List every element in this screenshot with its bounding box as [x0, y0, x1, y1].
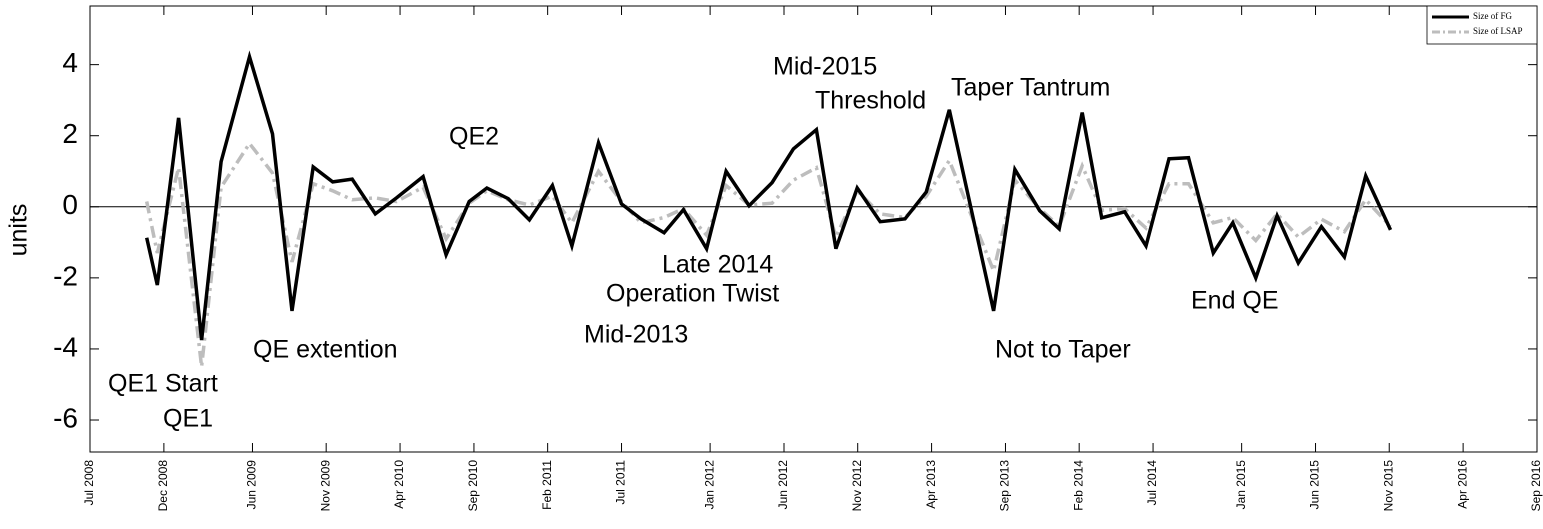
x-tick-label: Sep 2013: [998, 460, 1012, 512]
y-tick-label: 2: [62, 118, 78, 149]
x-tick-label: Jun 2015: [1308, 460, 1322, 510]
annotation: Taper Tantrum: [951, 74, 1110, 102]
y-tick-label: 4: [62, 47, 78, 78]
annotation: Not to Taper: [995, 336, 1131, 364]
x-tick-label: Jan 2015: [1234, 460, 1248, 510]
y-tick-label: 0: [62, 189, 78, 220]
y-tick-label: -4: [53, 331, 78, 362]
x-tick-label: Dec 2008: [156, 460, 170, 512]
x-tick-label: Sep 2010: [466, 460, 480, 512]
x-tick-label: Jul 2008: [82, 460, 96, 506]
y-tick-label: -2: [53, 260, 78, 291]
x-tick-label: Feb 2014: [1071, 460, 1085, 511]
legend-label: Size of LSAP: [1473, 26, 1523, 36]
annotation: Threshold: [815, 87, 926, 115]
x-tick-label: Jan 2012: [702, 460, 716, 510]
annotation: QE extention: [253, 336, 398, 364]
x-tick-label: Nov 2012: [850, 460, 864, 512]
x-tick-label: Jun 2009: [245, 460, 259, 510]
y-axis-label: units: [5, 204, 33, 257]
legend-box: [1426, 5, 1538, 45]
annotation: End QE: [1191, 287, 1279, 315]
x-tick-label: Jul 2011: [614, 460, 628, 505]
y-tick-label: -6: [53, 402, 78, 433]
x-tick-label: Jul 2014: [1145, 460, 1159, 506]
plot-frame: [89, 5, 1538, 453]
legend-label: Size of FG: [1473, 11, 1512, 21]
x-tick-label: Nov 2009: [318, 460, 332, 512]
x-tick-label: Apr 2013: [924, 460, 938, 509]
annotation: QE1: [163, 405, 213, 433]
x-tick-label: Nov 2015: [1381, 460, 1395, 512]
annotation: Mid-2013: [584, 321, 688, 349]
x-tick-label: Apr 2016: [1455, 460, 1469, 509]
series-line: [144, 50, 1393, 341]
x-tick-label: Sep 2016: [1529, 460, 1543, 512]
annotation: QE1 Start: [108, 370, 218, 398]
annotation: Mid-2015: [773, 53, 877, 81]
annotation: Late 2014: [662, 251, 773, 279]
x-tick-label: Feb 2011: [540, 460, 554, 510]
x-tick-label: Jun 2012: [776, 460, 790, 510]
annotation: Operation Twist: [606, 280, 779, 308]
x-tick-label: Apr 2010: [392, 460, 406, 509]
annotation: QE2: [449, 123, 499, 151]
legend: Size of FG Size of LSAP: [1426, 5, 1538, 45]
